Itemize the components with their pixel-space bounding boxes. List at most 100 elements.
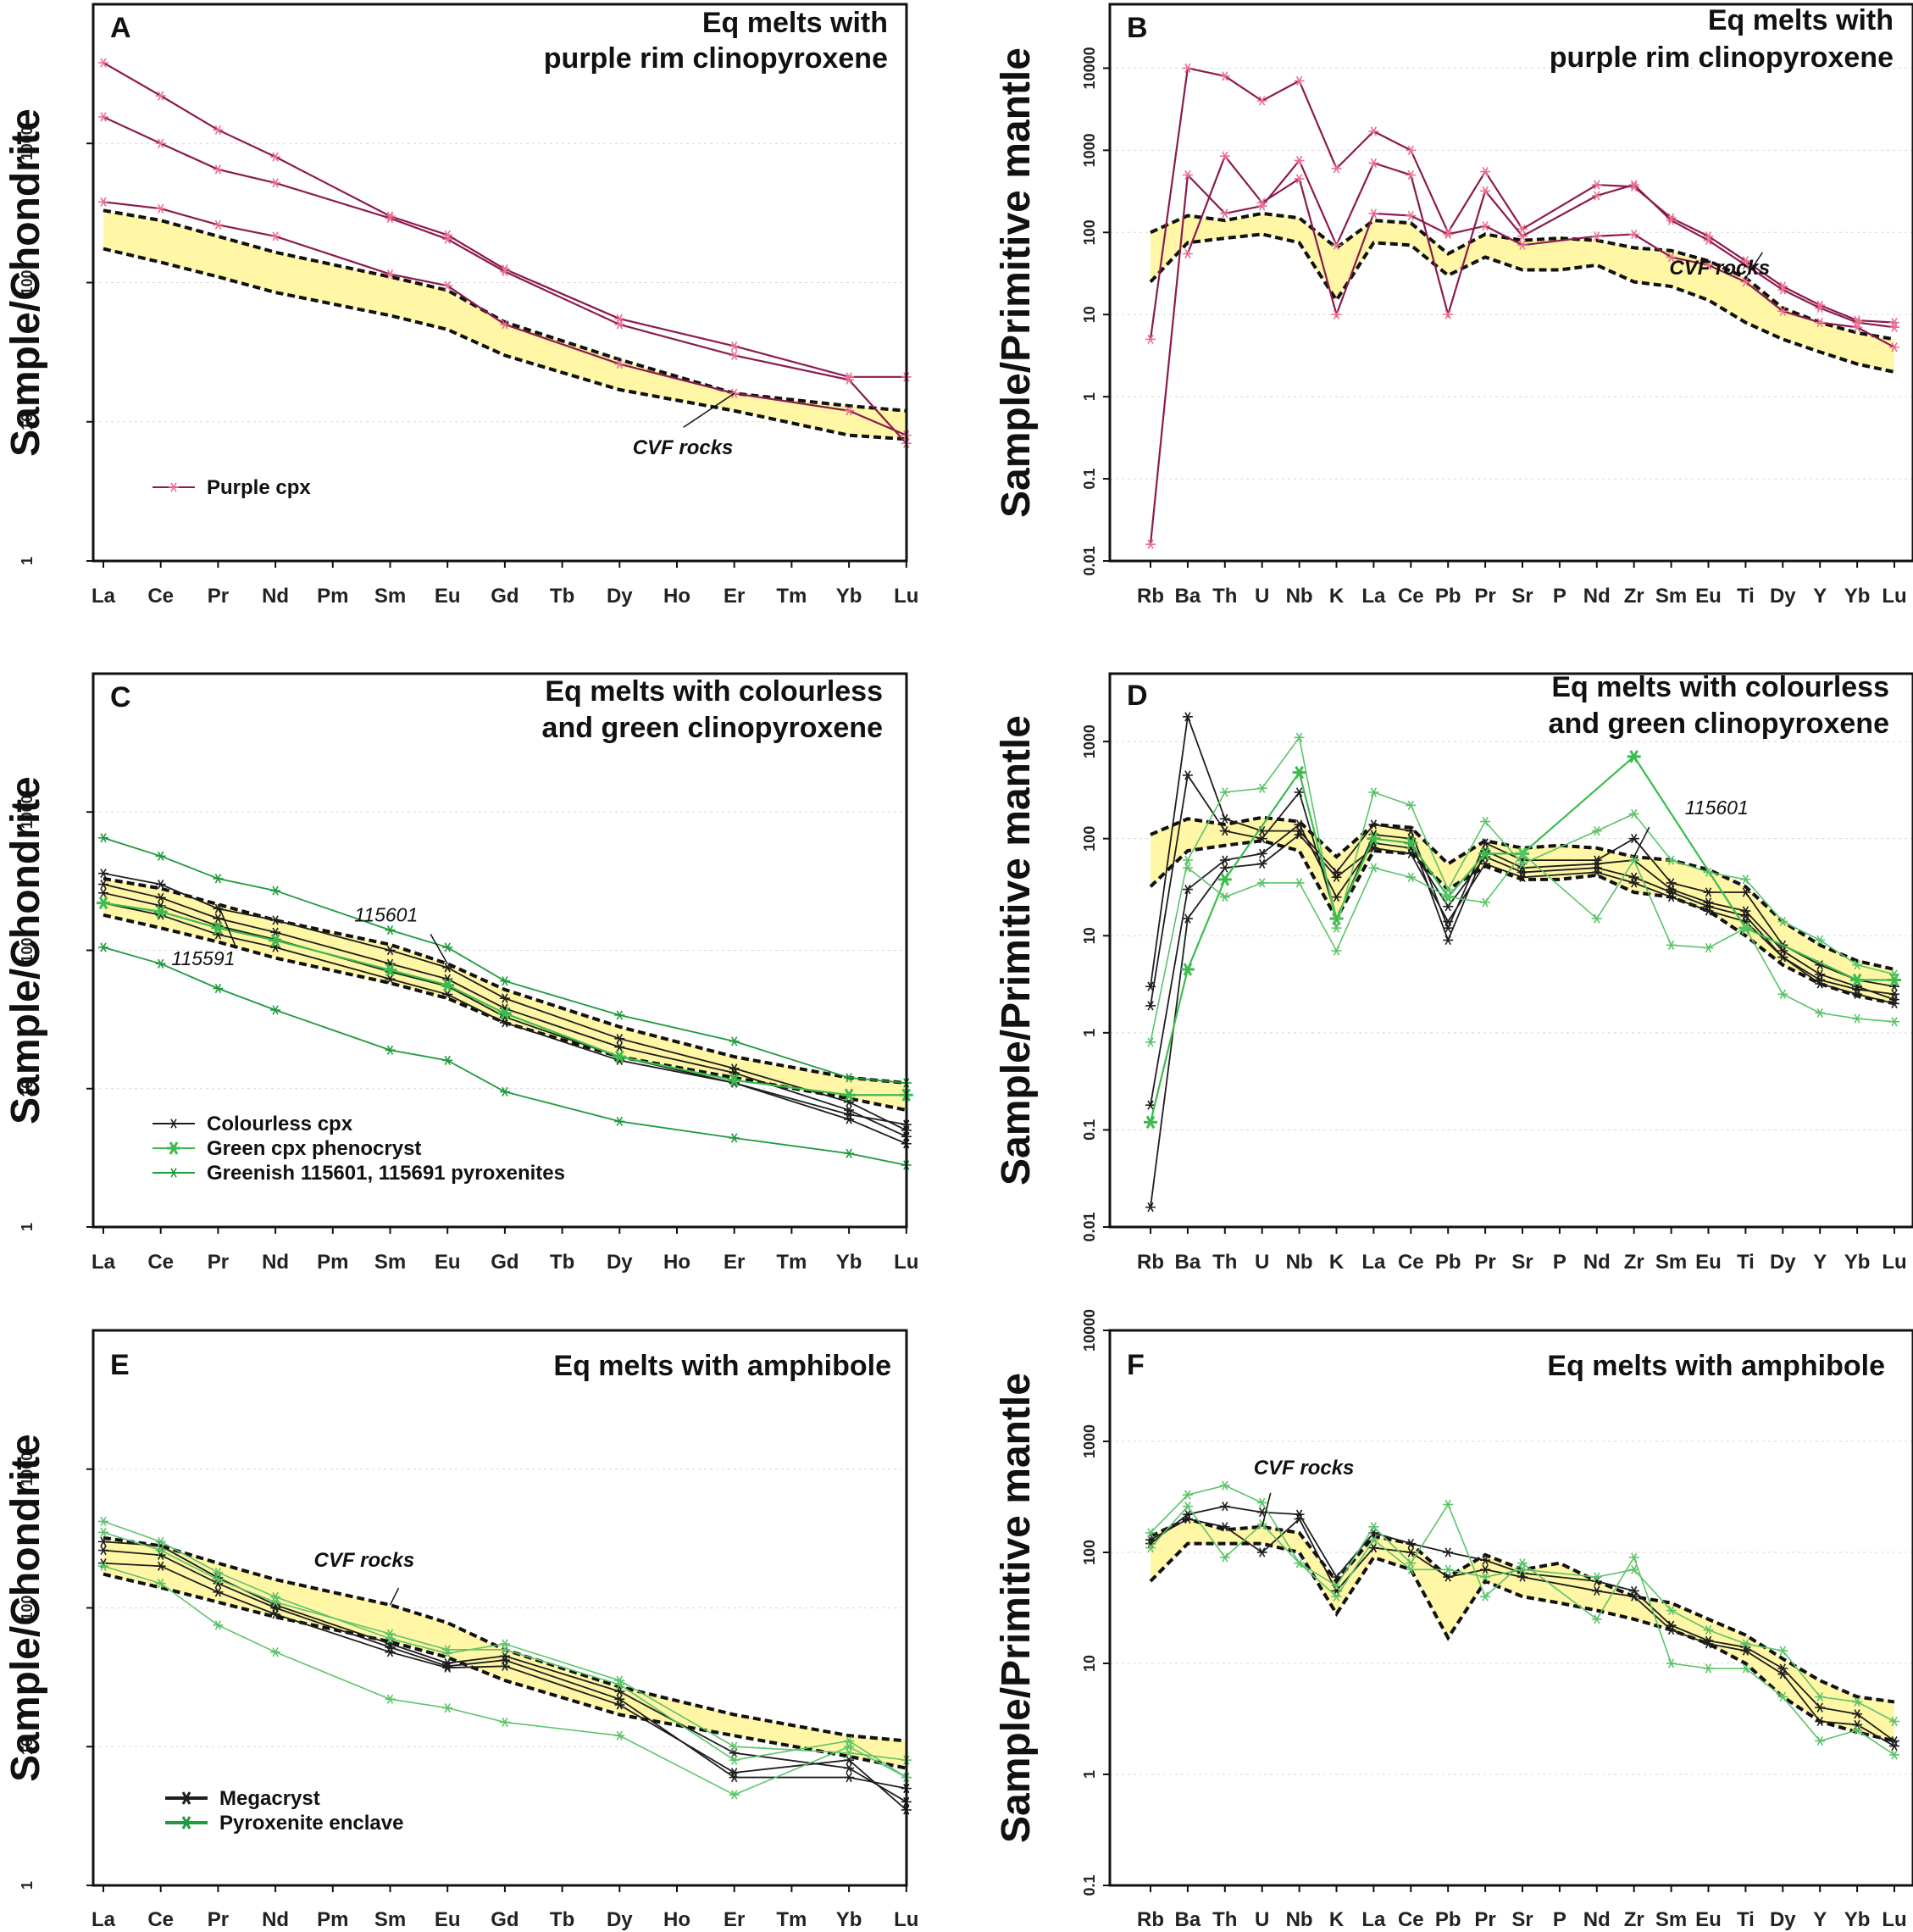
cvf-band [1151, 213, 1894, 372]
cvf-band-upper [103, 1535, 907, 1743]
panel-letter: A [110, 12, 131, 44]
xtick-label: Nd [1583, 1251, 1611, 1274]
data-point [1777, 1646, 1788, 1656]
annotation-leader [1744, 252, 1764, 279]
data-point [1443, 902, 1454, 912]
xtick-label: Ba [1175, 585, 1201, 608]
cvf-band-upper [1150, 815, 1895, 971]
marker-stroke [1482, 858, 1489, 869]
ytick-label: 100 [19, 1595, 36, 1620]
data-point [1740, 277, 1751, 287]
annotation-leader [683, 392, 735, 428]
data-point [499, 1717, 510, 1728]
data-point [729, 1748, 740, 1758]
marker-stroke [1147, 1100, 1154, 1110]
marker-stroke [100, 869, 107, 879]
xtick-label: U [1255, 1908, 1269, 1931]
legend-label: Pyroxenite enclave [219, 1812, 403, 1835]
plot-frame [1108, 672, 1913, 1229]
marker-stroke [1444, 229, 1451, 240]
data-point [1294, 830, 1305, 840]
marker-stroke [1407, 800, 1414, 811]
xtick-label: Eu [1695, 1908, 1722, 1931]
data-point [1331, 923, 1342, 933]
data-point [1331, 892, 1342, 902]
marker-stroke [1184, 863, 1191, 873]
marker-stroke [846, 1772, 852, 1783]
marker-stroke [1631, 878, 1638, 888]
marker-stroke [1222, 863, 1228, 873]
xtick-label: Ce [147, 585, 174, 608]
marker-stroke [1816, 317, 1823, 328]
marker-stroke [1667, 1624, 1675, 1635]
data-point [1740, 1663, 1751, 1674]
marker-stroke [1891, 989, 1898, 999]
marker-stroke [1519, 231, 1526, 242]
xtick-label: Tb [550, 1908, 574, 1931]
marker-stroke [1631, 834, 1638, 844]
data-point [155, 1536, 166, 1546]
marker-stroke [1742, 874, 1749, 885]
data-point [1815, 935, 1826, 946]
y-axis-label: Sample/Primitive mantle [994, 715, 1039, 1185]
xtick-label: Sm [1655, 1251, 1687, 1274]
legend-item: Green cpx phenocryst [152, 1137, 421, 1160]
marker-stroke [214, 125, 222, 135]
xtick-label: La [91, 1251, 116, 1274]
xtick-label: Ti [1737, 1908, 1755, 1931]
xtick-label: Sr [1511, 1908, 1533, 1931]
xtick-label: Lu [894, 1908, 918, 1931]
marker-stroke [1259, 96, 1266, 106]
xtick-label: Nb [1286, 585, 1313, 608]
xtick-label: Yb [836, 1908, 862, 1931]
marker-stroke [616, 1730, 623, 1740]
marker-stroke [1184, 855, 1191, 865]
marker-stroke [1519, 848, 1526, 859]
xtick-label: Zr [1624, 585, 1644, 608]
xtick-label: Eu [435, 1251, 461, 1274]
data-point [442, 989, 453, 1000]
marker-stroke [1594, 867, 1600, 878]
marker-stroke [1482, 838, 1489, 848]
cvf-band-lower [1149, 232, 1895, 374]
data-point [270, 915, 281, 925]
xtick-label: Ce [1398, 585, 1424, 608]
marker-stroke [1594, 913, 1600, 924]
xtick-label: Pb [1435, 585, 1461, 608]
data-point [1777, 952, 1788, 963]
annotation-label: 115591 [171, 947, 235, 969]
marker-stroke [1816, 960, 1823, 970]
marker-stroke [1147, 539, 1154, 549]
marker-stroke [731, 1063, 738, 1074]
marker-stroke [100, 1545, 107, 1556]
marker-stroke [158, 958, 164, 969]
marker-stroke [846, 1105, 852, 1115]
data-point [1406, 800, 1417, 811]
marker-stroke [1889, 973, 1899, 987]
marker-stroke [731, 1772, 738, 1783]
marker-stroke [1222, 855, 1228, 865]
marker-stroke [1594, 825, 1600, 836]
series-megacryst-2 [1145, 1513, 1899, 1752]
marker-stroke [1705, 942, 1712, 953]
data-point [1852, 989, 1863, 999]
data-point [98, 1536, 108, 1546]
xtick-label: Tb [550, 1251, 574, 1274]
marker-stroke [1667, 252, 1675, 263]
series-green-cpx-phenocryst [97, 896, 913, 1102]
marker-stroke [1667, 1658, 1675, 1668]
marker-stroke [1407, 145, 1414, 155]
xtick-label: Th [1212, 1908, 1237, 1931]
data-point [270, 152, 281, 162]
marker-stroke [616, 319, 623, 330]
data-point [213, 1574, 224, 1585]
data-point [1703, 1639, 1714, 1649]
marker-stroke [1779, 989, 1786, 999]
data-point [213, 125, 224, 135]
xtick-label: Yb [1844, 1908, 1871, 1931]
marker-stroke [1852, 973, 1862, 987]
marker-stroke [846, 375, 852, 385]
panel-letter: F [1127, 1349, 1145, 1381]
data-point [1480, 816, 1491, 827]
data-point [1368, 208, 1379, 219]
